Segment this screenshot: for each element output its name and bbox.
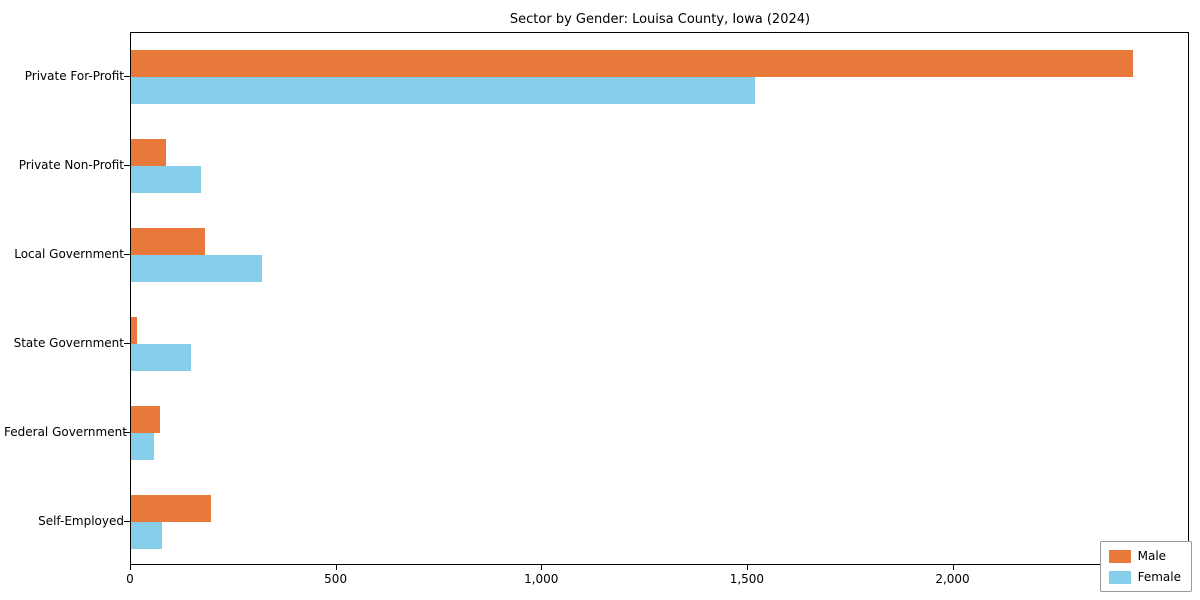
legend-label-female: Female — [1137, 570, 1181, 584]
bar-female-federal-government — [131, 432, 154, 460]
y-tick-mark — [124, 431, 130, 433]
bar-male-local-government — [131, 228, 205, 256]
bar-male-private-for-profit — [131, 50, 1133, 78]
y-label-self-employed: Self-Employed — [38, 513, 124, 528]
x-tick-label-500: 500 — [324, 572, 348, 586]
bar-male-private-non-profit — [131, 139, 166, 167]
x-tick-mark — [130, 565, 131, 570]
x-tick-label-1000: 1,000 — [524, 572, 559, 586]
plot-area — [130, 32, 1189, 565]
bar-female-state-government — [131, 343, 191, 371]
bar-group-local-government — [131, 211, 1188, 300]
x-tick-label-1500: 1,500 — [729, 572, 765, 586]
bar-group-self-employed — [131, 477, 1188, 566]
y-tick-mark — [124, 165, 130, 167]
x-tick-label-2000: 2,000 — [935, 572, 970, 586]
y-label-local-government: Local Government — [14, 247, 124, 262]
y-label-state-government: State Government — [13, 335, 124, 350]
x-tick-mark — [746, 565, 748, 570]
y-tick-mark — [124, 76, 130, 78]
y-tick-mark — [124, 254, 130, 256]
y-tick-mark — [124, 520, 130, 522]
y-label-private-for-profit: Private For-Profit — [24, 69, 124, 84]
bar-male-federal-government — [131, 405, 160, 433]
chart-title: Sector by Gender: Louisa County, Iowa (2… — [509, 12, 811, 27]
x-tick-mark — [335, 565, 337, 570]
bar-female-self-employed — [131, 521, 162, 549]
y-tick-mark — [124, 342, 130, 344]
bar-group-federal-government — [131, 388, 1188, 477]
y-label-federal-government: Federal Government — [4, 424, 127, 439]
legend: Male Female — [1099, 541, 1192, 592]
bar-group-private-for-profit — [131, 33, 1188, 122]
x-tick-mark — [541, 565, 543, 570]
bar-group-private-non-profit — [131, 122, 1188, 211]
y-label-private-non-profit: Private Non-Profit — [18, 158, 124, 173]
bar-female-private-non-profit — [131, 166, 201, 194]
bar-male-self-employed — [131, 494, 212, 522]
bar-group-state-government — [131, 300, 1188, 389]
bar-female-private-for-profit — [131, 77, 755, 105]
legend-label-male: Male — [1137, 549, 1167, 563]
x-tick-mark — [952, 565, 954, 570]
legend-entry-male: Male — [1108, 549, 1181, 563]
legend-swatch-male — [1108, 549, 1131, 563]
legend-swatch-female — [1108, 570, 1131, 584]
bar-female-local-government — [131, 255, 263, 283]
legend-entry-female: Female — [1108, 570, 1181, 584]
x-tick-label-0: 0 — [126, 572, 134, 586]
bar-male-state-government — [131, 316, 138, 344]
